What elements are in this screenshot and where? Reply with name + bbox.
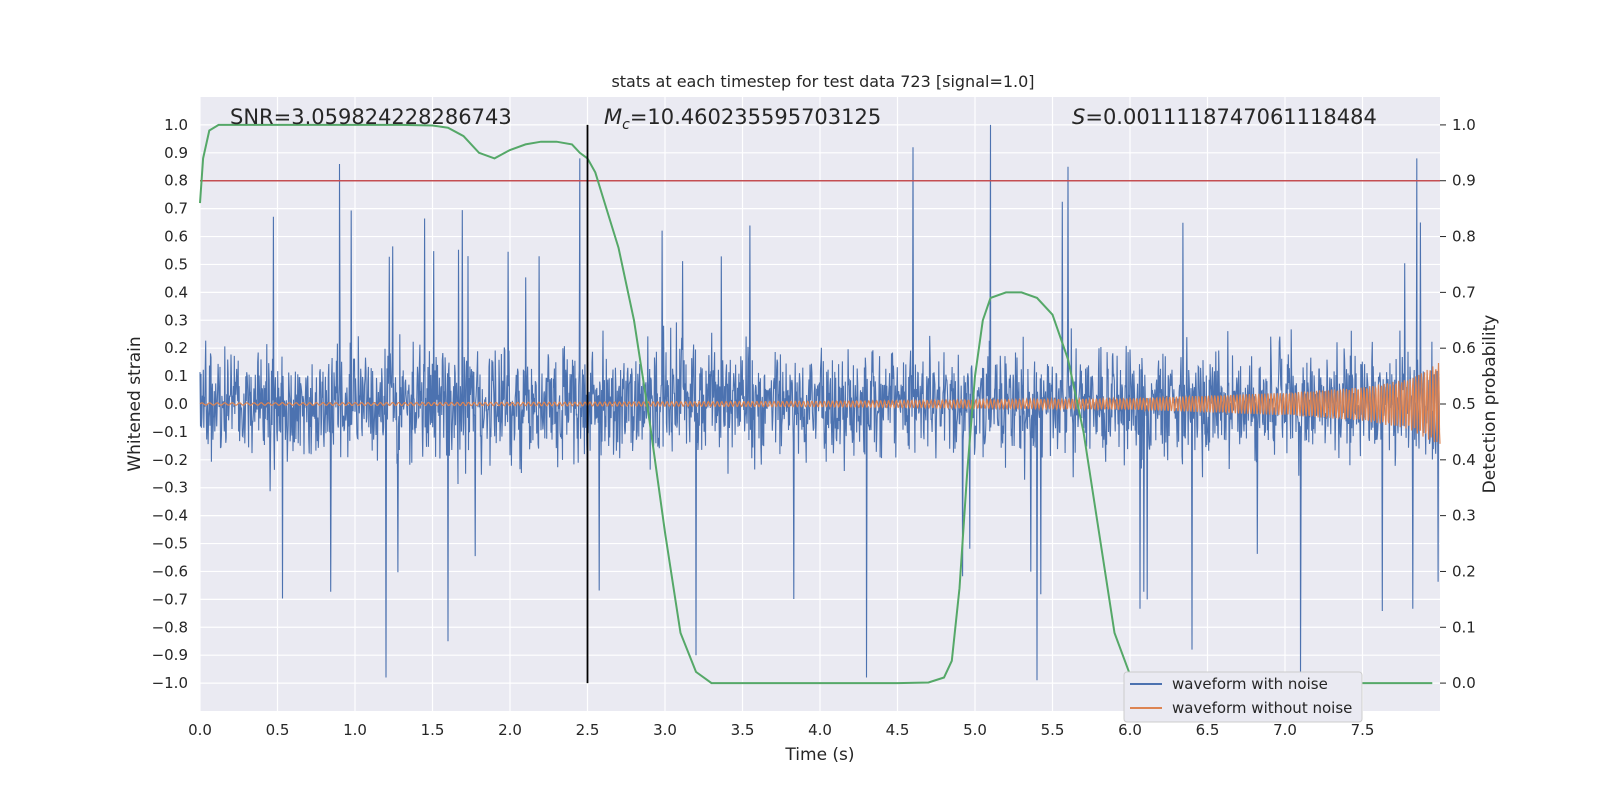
y2-axis-label: Detection probability bbox=[1480, 315, 1500, 494]
y2-tick-label: 0.6 bbox=[1452, 339, 1476, 357]
y-tick-label: −0.3 bbox=[152, 479, 188, 497]
y-tick-label: −1.0 bbox=[152, 674, 188, 692]
y2-tick-label: 1.0 bbox=[1452, 116, 1476, 134]
chart-title: stats at each timestep for test data 723… bbox=[611, 72, 1034, 91]
y2-tick-label: 0.2 bbox=[1452, 562, 1476, 580]
y-tick-label: 0.4 bbox=[164, 283, 188, 301]
x-tick-label: 5.5 bbox=[1041, 721, 1065, 739]
x-tick-label: 1.0 bbox=[343, 721, 367, 739]
annotation-s: S=0.0011118747061118484 bbox=[1072, 105, 1377, 129]
y2-tick-label: 0.0 bbox=[1452, 674, 1476, 692]
y-tick-label: 0.3 bbox=[164, 311, 188, 329]
y-tick-label: −0.6 bbox=[152, 562, 188, 580]
x-axis-label: Time (s) bbox=[784, 745, 854, 765]
series-waveform-without-noise bbox=[199, 362, 1441, 444]
legend: waveform with noise waveform without noi… bbox=[1123, 671, 1363, 723]
x-tick-label: 7.5 bbox=[1351, 721, 1375, 739]
x-axis-ticks: 0.0 0.5 1.0 1.5 2.0 2.5 3.0 3.5 4.0 4.5 5.0 5.5 6.0 6… bbox=[188, 721, 1374, 739]
y-tick-label: 0.7 bbox=[164, 200, 188, 218]
x-tick-label: 4.0 bbox=[808, 721, 832, 739]
x-tick-label: 2.0 bbox=[498, 721, 522, 739]
detection-probability-line bbox=[199, 123, 1433, 685]
y-tick-label: 0.0 bbox=[164, 395, 188, 413]
x-tick-label: 3.0 bbox=[653, 721, 677, 739]
annotation-chirp-mass: Mc=10.460235595703125 bbox=[604, 105, 881, 133]
x-tick-label: 7.0 bbox=[1273, 721, 1297, 739]
y2-tick-label: 0.7 bbox=[1452, 283, 1476, 301]
y-tick-label: 0.5 bbox=[164, 255, 188, 273]
noisy-waveform-line bbox=[199, 124, 1441, 681]
x-tick-label: 3.5 bbox=[731, 721, 755, 739]
y2-tick-label: 0.8 bbox=[1452, 228, 1476, 246]
y2-tick-label: 0.5 bbox=[1452, 395, 1476, 413]
y-tick-label: −0.4 bbox=[152, 507, 188, 525]
x-tick-label: 5.0 bbox=[963, 721, 987, 739]
y-tick-label: −0.5 bbox=[152, 535, 188, 553]
y-tick-label: 0.1 bbox=[164, 367, 188, 385]
x-tick-label: 4.5 bbox=[886, 721, 910, 739]
legend-label-clean: waveform without noise bbox=[1172, 699, 1352, 717]
x-tick-label: 0.5 bbox=[266, 721, 290, 739]
y-tick-label: 0.2 bbox=[164, 339, 188, 357]
x-tick-label: 0.0 bbox=[188, 721, 212, 739]
y-tick-label: −0.1 bbox=[152, 423, 188, 441]
series-waveform-with-noise bbox=[199, 124, 1441, 681]
y-tick-label: 0.8 bbox=[164, 172, 188, 190]
y-tick-label: −0.9 bbox=[152, 646, 188, 664]
x-tick-label: 6.0 bbox=[1118, 721, 1142, 739]
y-tick-label: 1.0 bbox=[164, 116, 188, 134]
series-detection-probability bbox=[199, 123, 1433, 685]
y-tick-label: −0.2 bbox=[152, 451, 188, 469]
y-tick-label: 0.6 bbox=[164, 228, 188, 246]
y2-tick-label: 0.9 bbox=[1452, 172, 1476, 190]
y2-tick-label: 0.3 bbox=[1452, 507, 1476, 525]
x-tick-label: 6.5 bbox=[1196, 721, 1220, 739]
legend-box bbox=[1123, 671, 1363, 723]
y-tick-label: −0.8 bbox=[152, 618, 188, 636]
y2-tick-label: 0.4 bbox=[1452, 451, 1476, 469]
y-axis-label: Whitened strain bbox=[125, 336, 145, 471]
clean-waveform-line bbox=[199, 362, 1441, 444]
x-tick-label: 2.5 bbox=[576, 721, 600, 739]
y-tick-label: −0.7 bbox=[152, 590, 188, 608]
annotation-snr: SNR=3.059824228286743 bbox=[230, 105, 512, 129]
y2-axis-ticks: 1.0 0.9 0.8 0.7 0.6 0.5 0.4 0.3 0.2 0.1 0.0 bbox=[1440, 116, 1476, 692]
y-axis-ticks: 1.0 0.9 0.8 0.7 0.6 0.5 0.4 0.3 0.2 0.1 0.0 −0.1 −0.… bbox=[152, 116, 188, 692]
y2-tick-label: 0.1 bbox=[1452, 618, 1476, 636]
x-tick-label: 1.5 bbox=[421, 721, 445, 739]
legend-label-noisy: waveform with noise bbox=[1172, 675, 1328, 693]
y-tick-label: 0.9 bbox=[164, 144, 188, 162]
